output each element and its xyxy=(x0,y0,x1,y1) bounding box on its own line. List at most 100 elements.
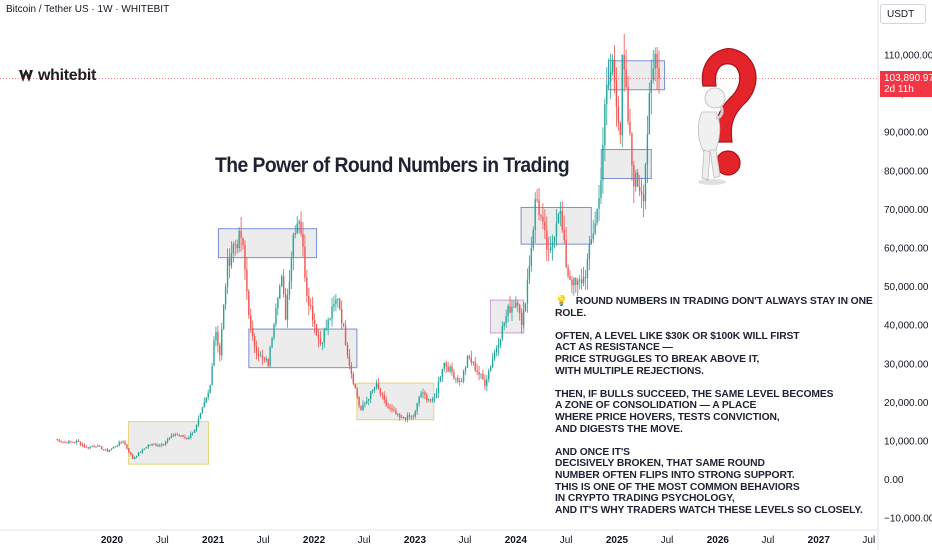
candle-body xyxy=(476,370,478,373)
candle-body xyxy=(489,366,492,371)
candle-body xyxy=(412,415,414,417)
y-axis-tick-label: 110,000.00 xyxy=(884,51,932,62)
annotation-line: ACT AS RESISTANCE — xyxy=(555,342,673,354)
symbol-header[interactable]: Bitcoin / Tether US · 1W · WHITEBIT xyxy=(6,4,170,15)
candle-body xyxy=(637,172,639,187)
candle-body xyxy=(491,359,494,367)
candle-body xyxy=(300,221,302,234)
candle-body xyxy=(563,229,565,241)
candle-body xyxy=(356,388,358,398)
annotation-line: IN CRYPTO TRADING PSYCHOLOGY, xyxy=(555,493,735,505)
candle-body xyxy=(375,383,378,388)
candle-body xyxy=(145,447,147,449)
last-price-tag: 103,890.97 2d 11h xyxy=(880,71,932,97)
annotation-line: 💡 ROUND NUMBERS IN TRADING DON'T ALWAYS S… xyxy=(555,296,885,319)
x-axis-tick-label: Jul xyxy=(459,535,472,546)
candle-body xyxy=(221,328,223,356)
candle-body xyxy=(93,446,95,448)
x-axis-tick-label: Jul xyxy=(762,535,775,546)
consolidation-zone[interactable] xyxy=(217,228,318,259)
x-axis-tick-label: 2021 xyxy=(202,535,225,546)
candle-body xyxy=(501,325,503,339)
candle-body xyxy=(282,276,285,294)
candle-body xyxy=(141,449,144,453)
candle-body xyxy=(522,310,525,325)
candle-body xyxy=(95,446,97,448)
candle-body xyxy=(468,356,471,358)
candle-body xyxy=(128,448,130,453)
candle-body xyxy=(642,194,645,202)
annotation-line: WHERE PRICE HOVERS, TESTS CONVICTION, xyxy=(555,411,780,423)
candle-body xyxy=(551,241,554,247)
candle-body xyxy=(321,342,324,344)
candle-body xyxy=(509,305,511,313)
candle-body xyxy=(284,293,287,320)
candle-body xyxy=(159,444,161,446)
candle-body xyxy=(286,295,289,320)
candle-body xyxy=(459,380,461,382)
candle-body xyxy=(395,410,397,415)
currency-button[interactable]: USDT xyxy=(880,4,926,24)
candle-body xyxy=(350,365,353,374)
candle-body xyxy=(161,444,163,446)
candle-body xyxy=(555,223,558,237)
candle-body xyxy=(149,444,151,446)
candle-body xyxy=(497,345,500,349)
consolidation-zone[interactable] xyxy=(600,149,652,180)
candle-body xyxy=(308,296,310,306)
y-axis-tick-label: 0.00 xyxy=(884,475,904,486)
candle-body xyxy=(656,53,658,69)
candle-body xyxy=(342,323,345,326)
candle-body xyxy=(294,233,296,235)
candle-body xyxy=(188,437,190,440)
candle-body xyxy=(238,230,240,249)
candle-body xyxy=(253,336,256,347)
candle-body xyxy=(528,266,531,280)
candle-body xyxy=(85,446,87,448)
candle-body xyxy=(540,214,542,217)
x-axis-tick-label: 2026 xyxy=(707,535,730,546)
consolidation-zone[interactable] xyxy=(489,299,525,334)
x-axis-tick-label: Jul xyxy=(560,535,573,546)
candle-body xyxy=(435,392,438,399)
candle-body xyxy=(507,305,509,316)
candle-body xyxy=(101,446,103,450)
candle-body xyxy=(515,302,517,307)
candle-body xyxy=(157,445,159,446)
annotation-line: AND ONCE IT'S xyxy=(555,446,630,458)
candle-body xyxy=(236,244,238,249)
consolidation-zone[interactable] xyxy=(128,421,209,465)
candle-body xyxy=(391,408,393,410)
candle-body xyxy=(162,444,165,446)
annotation-line: AND IT'S WHY TRADERS WATCH THESE LEVELS … xyxy=(555,504,863,516)
candle-body xyxy=(538,200,540,215)
candle-body xyxy=(327,319,329,328)
whitebit-logo-icon xyxy=(19,69,33,82)
candle-body xyxy=(526,279,529,304)
candle-body xyxy=(420,393,422,398)
candle-body xyxy=(230,253,233,266)
candle-body xyxy=(482,374,484,380)
candle-body xyxy=(279,285,281,299)
consolidation-zone[interactable] xyxy=(248,328,358,369)
candle-body xyxy=(201,407,204,413)
candle-body xyxy=(580,279,583,284)
x-axis-tick-label: 2025 xyxy=(606,535,629,546)
candle-body xyxy=(87,447,89,449)
candle-body xyxy=(296,223,298,234)
candle-body xyxy=(586,258,589,278)
candle-body xyxy=(406,415,409,420)
candle-body xyxy=(627,87,629,122)
candle-body xyxy=(337,299,339,301)
candle-body xyxy=(240,230,242,238)
candle-body xyxy=(495,348,498,353)
candle-body xyxy=(457,378,459,382)
candle-body xyxy=(271,338,273,348)
candle-body xyxy=(124,441,126,445)
candle-body xyxy=(582,276,585,284)
candle-body xyxy=(224,287,227,305)
candle-body xyxy=(228,258,231,266)
brand-name: whitebit xyxy=(38,67,97,84)
candle-body xyxy=(354,383,356,389)
